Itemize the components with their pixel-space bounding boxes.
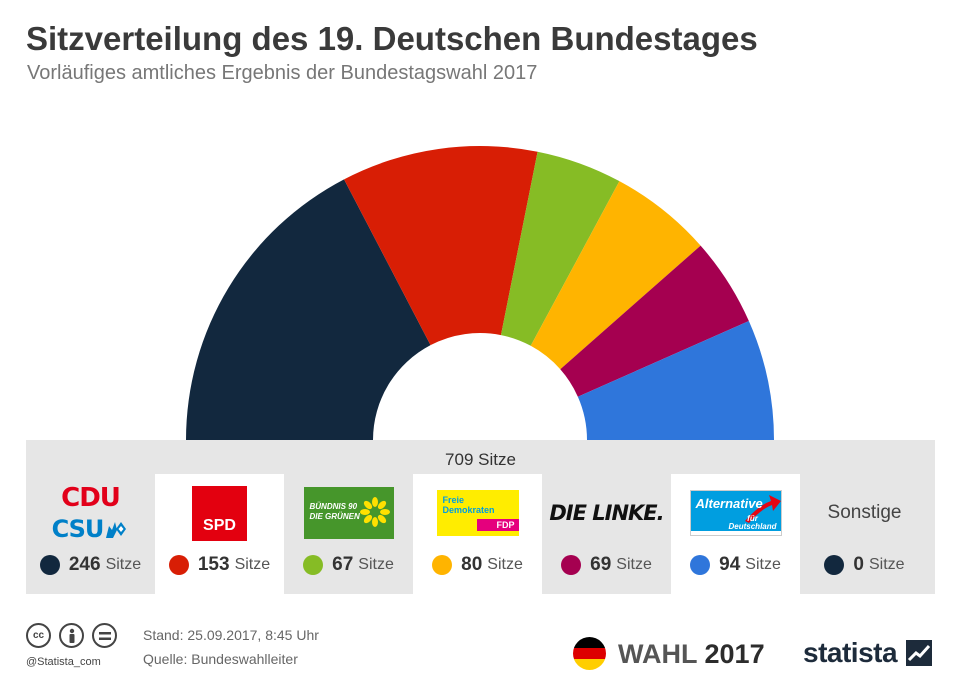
legend-item-gruene: BÜNDNIS 90 DIE GRÜNEN: [284, 474, 413, 594]
segment-afd: [577, 321, 774, 440]
license-icons: cc: [26, 623, 117, 648]
spd-logo-text: SPD: [203, 516, 236, 534]
segment-die-linke: [560, 245, 749, 397]
seat-count-linke: 69 Sitze: [542, 554, 671, 576]
cdu-logo-text: CDU: [61, 483, 121, 513]
fdp-color-dot: [432, 555, 453, 575]
legend-item-linke: DIE LINKE. 69 Sitze: [542, 474, 671, 594]
legend-item-cdu-csu: CDU CSU 246 Sitze: [26, 474, 155, 594]
legend-item-afd: Alternative für Deutschland 94 Sitze: [671, 474, 800, 594]
csu-logo-text: CSU: [51, 515, 105, 543]
linke-color-dot: [561, 555, 582, 575]
legend-item-fdp: Freie Demokraten FDP 80 Sitze: [413, 474, 542, 594]
gruene-logo: BÜNDNIS 90 DIE GRÜNEN: [284, 480, 413, 546]
seat-count-afd: 94 Sitze: [671, 554, 800, 576]
nd-icon[interactable]: [92, 623, 117, 648]
legend-item-spd: SPD 153 Sitze: [155, 474, 284, 594]
sunflower-icon: [359, 497, 390, 527]
german-flag-icon: [573, 637, 606, 670]
chart-title: Sitzverteilung des 19. Deutschen Bundest…: [26, 20, 758, 57]
statista-mark-icon: [906, 640, 932, 666]
spd-logo: SPD: [155, 480, 284, 546]
cdu-csu-logo: CDU CSU: [26, 480, 155, 546]
sonstige-label: Sonstige: [827, 502, 902, 523]
linke-logo-text: DIE LINKE.: [549, 501, 664, 525]
election-badge: WAHL 2017: [618, 639, 765, 669]
legend-panel: 709 Sitze CDU CSU 246 Sitze: [26, 440, 935, 594]
seat-count-sonstige: 0 Sitze: [800, 554, 929, 576]
gruene-logo-text: BÜNDNIS 90 DIE GRÜNEN: [309, 502, 360, 521]
cc-icon[interactable]: cc: [26, 623, 51, 648]
chart-subtitle: Vorläufiges amtliches Ergebnis der Bunde…: [27, 62, 538, 84]
statista-logo[interactable]: statista: [803, 637, 898, 668]
sonstige-label-area: Sonstige: [800, 480, 929, 546]
source-label: Quelle: Bundeswahlleiter: [143, 651, 298, 667]
seat-count-spd: 153 Sitze: [155, 554, 284, 576]
spd-color-dot: [168, 555, 189, 575]
seat-count-cdu-csu: 246 Sitze: [26, 554, 155, 576]
afd-arrow-icon: [744, 495, 781, 523]
legend-item-sonstige: Sonstige 0 Sitze: [800, 474, 929, 594]
total-seats-label: 709 Sitze: [445, 450, 516, 469]
segment-b-ndnis-90-die-gr-nen: [500, 151, 620, 346]
bavarian-lion-icon: [106, 522, 127, 538]
segment-cdu-csu: [186, 179, 431, 440]
afd-logo: Alternative für Deutschland: [671, 480, 800, 546]
seat-count-fdp: 80 Sitze: [413, 554, 542, 576]
parliament-chart: [186, 146, 774, 440]
segment-spd: [344, 146, 538, 346]
statista-handle[interactable]: @Statista_com: [26, 656, 101, 668]
segment-fdp: [530, 181, 701, 370]
linke-logo: DIE LINKE.: [542, 480, 671, 546]
seat-count-gruene: 67 Sitze: [284, 554, 413, 576]
by-icon[interactable]: [59, 623, 84, 648]
afd-color-dot: [690, 555, 711, 575]
fdp-logo: Freie Demokraten FDP: [413, 480, 542, 546]
gruene-color-dot: [303, 555, 324, 575]
fdp-logo-text: Freie Demokraten: [442, 495, 495, 516]
cdu-csu-color-dot: [39, 555, 60, 575]
fdp-logo-bar: FDP: [476, 519, 519, 531]
date-stamp: Stand: 25.09.2017, 8:45 Uhr: [143, 627, 319, 643]
afd-logo-text: Alternative: [695, 496, 763, 511]
sonstige-color-dot: [824, 555, 845, 575]
afd-logo-subtext: für Deutschland: [728, 514, 777, 531]
